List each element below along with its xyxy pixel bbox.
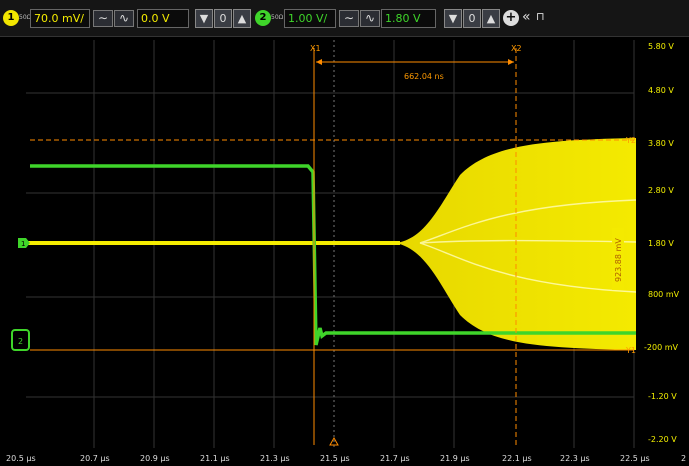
voltage-tick-label: 1.80 V bbox=[648, 239, 674, 248]
voltage-tick-label: -200 mV bbox=[644, 343, 678, 352]
trigger-position-icon[interactable] bbox=[329, 436, 339, 446]
channel-2-coupling-ac-icon[interactable]: ∿ bbox=[360, 10, 380, 27]
channel-toolbar: 1 50Ω 70.0 mV/ ∼ ∿ 0.0 V ▼ 0 ▲ 2 50Ω 1.0… bbox=[0, 0, 689, 37]
channel-1-coupling-dc-icon[interactable]: ∼ bbox=[93, 10, 113, 27]
time-tick-label: 21.5 µs bbox=[320, 454, 350, 463]
channel-1-ground-marker[interactable] bbox=[18, 238, 30, 248]
time-tick-label: 21.1 µs bbox=[200, 454, 230, 463]
channel-2-scale-field[interactable]: 1.00 V/ bbox=[284, 9, 336, 28]
channel-1-impedance: 50Ω bbox=[19, 14, 32, 21]
channel-2-offset-zero-button[interactable]: 0 bbox=[463, 9, 481, 28]
channel-2-ground-marker[interactable] bbox=[11, 329, 30, 351]
channel-1-offset-down-button[interactable]: ▼ bbox=[195, 9, 213, 28]
channel-2-offset-down-button[interactable]: ▼ bbox=[444, 9, 462, 28]
time-tick-label: 20.7 µs bbox=[80, 454, 110, 463]
cursor-x2-label: X2 bbox=[511, 44, 522, 53]
pin-toolbar-icon[interactable]: ⊓ bbox=[536, 10, 545, 23]
voltage-tick-label: 800 mV bbox=[648, 290, 680, 299]
time-tick-label: 22.1 µs bbox=[502, 454, 532, 463]
cursor-y1-label: Y1 bbox=[625, 346, 636, 355]
voltage-tick-label: 5.80 V bbox=[648, 42, 674, 51]
voltage-tick-label: 3.80 V bbox=[648, 139, 674, 148]
time-tick-label: 21.3 µs bbox=[260, 454, 290, 463]
add-channel-icon[interactable]: + bbox=[503, 10, 519, 26]
channel-2-offset-up-button[interactable]: ▲ bbox=[482, 9, 500, 28]
cursor-y2-label: Y2 bbox=[625, 136, 636, 145]
time-tick-label: 22.3 µs bbox=[560, 454, 590, 463]
channel-1-offset-zero-button[interactable]: 0 bbox=[214, 9, 232, 28]
channel-2-badge[interactable]: 2 bbox=[255, 10, 271, 26]
channel-1-inner-traces bbox=[419, 199, 637, 293]
channel-1-coupling-ac-icon[interactable]: ∿ bbox=[114, 10, 134, 27]
channel-1-ground-label: 1 bbox=[21, 240, 25, 248]
channel-1-offset-field[interactable]: 0.0 V bbox=[137, 9, 189, 28]
channel-2-offset-field[interactable]: 1.80 V bbox=[381, 9, 436, 28]
channel-1-scale-field[interactable]: 70.0 mV/ bbox=[30, 9, 90, 28]
time-tick-label: 21.9 µs bbox=[440, 454, 470, 463]
waveform-display[interactable]: X1 X2 Y2 Y1 662.04 ns 923.88 mV 1 2 20.5… bbox=[0, 37, 689, 466]
time-tick-label: 22.5 µs bbox=[620, 454, 650, 463]
cursor-x1-label: X1 bbox=[310, 44, 321, 53]
voltage-tick-label: -1.20 V bbox=[648, 392, 677, 401]
channel-1-offset-up-button[interactable]: ▲ bbox=[233, 9, 251, 28]
time-tick-label: 21.7 µs bbox=[380, 454, 410, 463]
delta-x-readout: 662.04 ns bbox=[404, 72, 444, 81]
voltage-tick-label: 4.80 V bbox=[648, 86, 674, 95]
time-tick-label-trailing: 2 bbox=[681, 454, 686, 463]
channel-2-impedance: 50Ω bbox=[271, 14, 284, 21]
channel-2-ground-label: 2 bbox=[18, 337, 23, 346]
voltage-tick-label: 2.80 V bbox=[648, 186, 674, 195]
channel-1-badge[interactable]: 1 bbox=[3, 10, 19, 26]
graticule bbox=[26, 40, 635, 448]
time-tick-label: 20.9 µs bbox=[140, 454, 170, 463]
channel-2-coupling-dc-icon[interactable]: ∼ bbox=[339, 10, 359, 27]
voltage-tick-label: -2.20 V bbox=[648, 435, 677, 444]
time-tick-label: 20.5 µs bbox=[6, 454, 36, 463]
collapse-toolbar-icon[interactable]: « bbox=[522, 9, 531, 25]
delta-y-readout-box bbox=[612, 228, 624, 290]
channel-2-trace bbox=[30, 164, 636, 346]
delta-y-readout: 923.88 mV bbox=[614, 238, 623, 282]
voltage-axis: 5.80 V 4.80 V 3.80 V 2.80 V 1.80 V 800 m… bbox=[644, 42, 680, 444]
time-axis: 20.5 µs 20.7 µs 20.9 µs 21.1 µs 21.3 µs … bbox=[6, 454, 686, 463]
